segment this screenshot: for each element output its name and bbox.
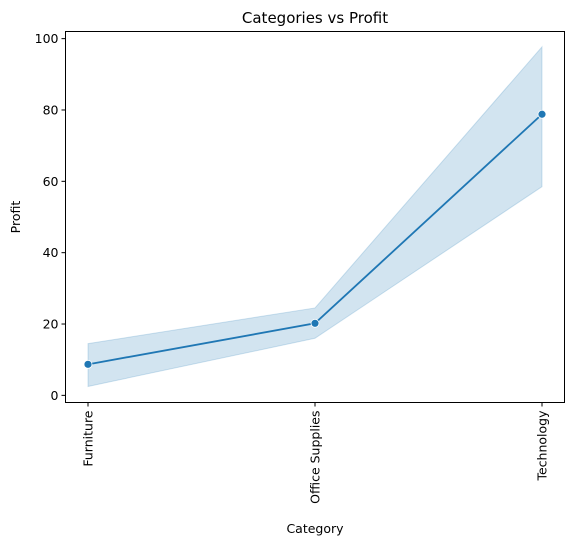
y-axis-label: Profit (8, 201, 23, 234)
y-tick-label: 0 (51, 388, 59, 403)
x-tick-label: Office Supplies (308, 411, 323, 504)
x-tick-label: Furniture (81, 410, 96, 466)
chart-title: Categories vs Profit (242, 9, 388, 27)
x-tick-label: Technology (535, 410, 550, 482)
x-axis-ticks: Furniture Office Supplies Technology (81, 402, 550, 504)
plot-area (83, 45, 547, 388)
confidence-band (87, 45, 543, 388)
data-point (83, 359, 93, 369)
data-point (310, 318, 320, 328)
data-point (537, 109, 547, 119)
y-tick-label: 20 (43, 317, 59, 332)
x-axis-label: Category (286, 521, 344, 536)
y-tick-label: 100 (35, 31, 59, 46)
y-tick-label: 80 (43, 102, 59, 117)
y-axis-ticks: 0 20 40 60 80 100 (35, 31, 66, 403)
y-tick-label: 40 (43, 245, 59, 260)
y-tick-label: 60 (43, 174, 59, 189)
